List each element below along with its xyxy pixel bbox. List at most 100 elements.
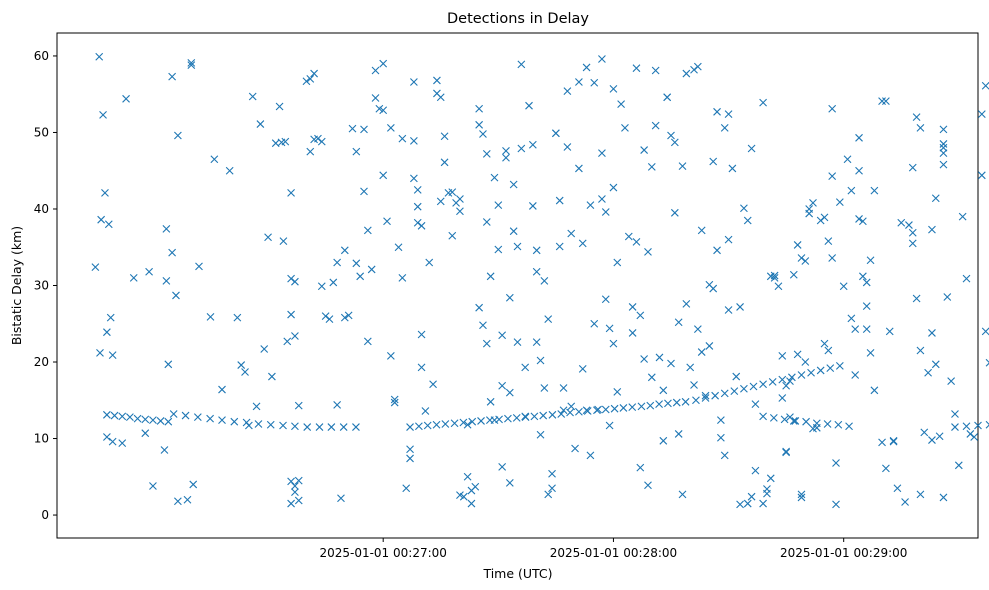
detection-marker bbox=[962, 274, 971, 283]
detection-marker bbox=[590, 319, 599, 328]
detection-marker bbox=[736, 500, 744, 509]
detection-marker bbox=[325, 315, 334, 324]
detection-marker bbox=[586, 451, 595, 460]
detection-marker bbox=[417, 221, 426, 230]
detection-marker bbox=[164, 360, 173, 369]
detection-marker bbox=[885, 327, 894, 336]
detection-marker bbox=[502, 146, 510, 155]
plot-area bbox=[56, 32, 989, 539]
detection-marker bbox=[690, 381, 698, 389]
detection-marker bbox=[644, 247, 652, 256]
detection-marker bbox=[254, 420, 263, 428]
detection-marker bbox=[91, 263, 100, 272]
detection-marker bbox=[651, 66, 660, 75]
detection-marker bbox=[386, 352, 395, 360]
detection-marker bbox=[494, 245, 503, 254]
detection-marker bbox=[647, 163, 656, 171]
detection-marker bbox=[882, 464, 890, 473]
detection-marker bbox=[601, 405, 610, 414]
detection-marker bbox=[432, 420, 441, 429]
detection-marker bbox=[532, 246, 541, 255]
detection-marker bbox=[505, 479, 514, 487]
detection-marker bbox=[905, 221, 913, 229]
detection-marker bbox=[847, 186, 856, 195]
detection-marker bbox=[540, 277, 549, 285]
detection-marker bbox=[970, 433, 979, 441]
detection-marker bbox=[858, 272, 867, 281]
detection-marker bbox=[954, 461, 963, 470]
detection-marker bbox=[352, 147, 361, 156]
detection-marker bbox=[977, 171, 986, 180]
detection-marker bbox=[939, 149, 948, 158]
detection-marker bbox=[732, 372, 741, 381]
detection-marker bbox=[824, 346, 833, 355]
detection-marker bbox=[598, 55, 606, 63]
detection-marker bbox=[133, 414, 142, 423]
detection-marker bbox=[743, 499, 752, 508]
detection-marker bbox=[490, 173, 499, 182]
detection-marker bbox=[647, 373, 656, 382]
detection-marker bbox=[406, 454, 414, 463]
detection-marker bbox=[532, 267, 541, 276]
y-axis: 0 10 20 30 40 50 60 bbox=[34, 49, 57, 522]
detection-marker bbox=[962, 422, 971, 431]
detection-marker bbox=[801, 358, 810, 366]
detection-marker bbox=[682, 69, 691, 78]
detection-marker bbox=[780, 415, 789, 424]
detection-marker bbox=[525, 101, 533, 110]
detection-marker bbox=[908, 163, 917, 172]
detection-marker bbox=[379, 59, 388, 68]
detection-marker bbox=[528, 202, 537, 210]
detection-marker bbox=[521, 412, 530, 421]
detection-marker bbox=[479, 321, 487, 330]
detection-marker bbox=[709, 284, 718, 293]
detection-marker bbox=[317, 137, 326, 146]
detection-marker bbox=[763, 489, 771, 498]
y-tick-label: 60 bbox=[34, 49, 49, 63]
detection-marker bbox=[252, 402, 261, 411]
detection-marker bbox=[659, 436, 668, 445]
detection-marker bbox=[502, 153, 510, 162]
detection-marker bbox=[893, 484, 902, 493]
detection-marker bbox=[352, 423, 360, 431]
detection-marker bbox=[843, 155, 852, 164]
detection-marker bbox=[459, 418, 468, 427]
detection-marker bbox=[663, 93, 672, 102]
detection-marker bbox=[406, 445, 414, 454]
detection-marker bbox=[279, 421, 287, 430]
detection-marker bbox=[348, 124, 357, 133]
detection-marker bbox=[628, 303, 637, 311]
detection-marker bbox=[835, 198, 844, 206]
detection-marker bbox=[96, 348, 104, 357]
detection-marker bbox=[916, 123, 925, 132]
y-tick-label: 20 bbox=[34, 355, 49, 369]
detection-marker bbox=[720, 123, 729, 132]
detection-marker bbox=[463, 472, 472, 481]
detection-marker bbox=[862, 302, 871, 311]
detection-marker bbox=[716, 433, 725, 442]
detection-marker bbox=[845, 422, 853, 431]
detection-marker bbox=[609, 84, 618, 93]
detection-marker bbox=[486, 272, 495, 281]
detection-marker bbox=[344, 311, 353, 320]
detection-marker bbox=[834, 420, 843, 429]
detection-marker bbox=[812, 423, 821, 432]
detection-marker bbox=[423, 421, 432, 430]
detection-marker bbox=[145, 267, 153, 276]
detection-marker bbox=[705, 342, 714, 350]
detection-marker bbox=[302, 77, 311, 86]
detection-marker bbox=[782, 448, 791, 457]
detection-marker bbox=[413, 185, 422, 194]
detection-marker bbox=[807, 368, 815, 377]
detection-marker bbox=[636, 463, 645, 472]
detection-marker bbox=[294, 401, 303, 410]
detection-marker bbox=[789, 417, 798, 425]
detection-marker bbox=[678, 162, 687, 171]
detection-marker bbox=[337, 494, 345, 503]
detection-marker bbox=[436, 197, 445, 206]
detection-marker bbox=[931, 194, 940, 203]
detection-marker bbox=[173, 497, 182, 506]
detection-marker bbox=[555, 196, 564, 205]
detection-marker bbox=[912, 113, 921, 122]
detection-marker bbox=[701, 394, 710, 402]
